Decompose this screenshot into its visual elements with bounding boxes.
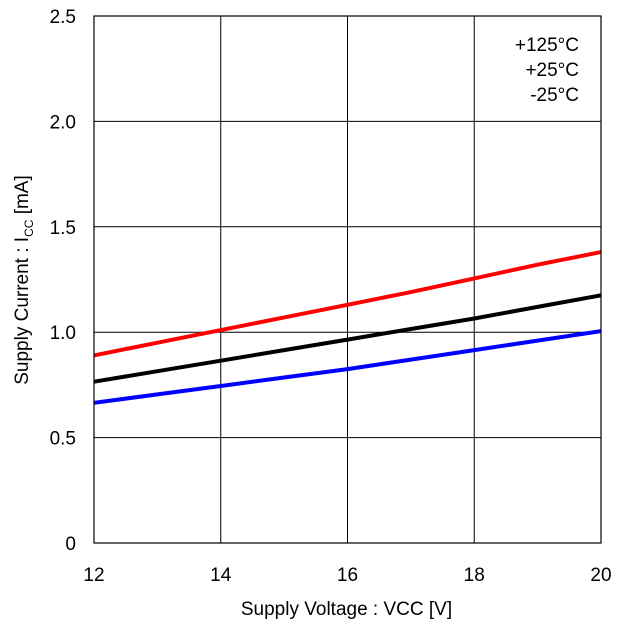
legend: +125°C +25°C -25°C — [515, 35, 579, 106]
legend-entry: +25°C — [525, 60, 579, 81]
x-tick-labels: 12 14 16 18 20 — [83, 565, 611, 586]
grid-lines — [94, 16, 601, 543]
y-tick-labels: 0 0.5 1.0 1.5 2.0 2.5 — [50, 7, 76, 555]
legend-entry: -25°C — [530, 85, 579, 106]
y-tick-label: 2.0 — [50, 112, 76, 133]
x-axis-label: Supply Voltage : VCC [V] — [241, 599, 452, 620]
y-tick-label: 1.0 — [50, 323, 76, 344]
y-tick-label: 1.5 — [50, 218, 76, 239]
x-tick-label: 16 — [337, 565, 358, 586]
y-tick-label: 0.5 — [50, 429, 76, 450]
legend-entry: +125°C — [515, 35, 579, 56]
x-tick-label: 12 — [83, 565, 104, 586]
y-axis-label-suffix: [mA] — [12, 175, 33, 219]
y-tick-label: 0 — [65, 534, 76, 555]
x-tick-label: 14 — [210, 565, 232, 586]
x-tick-label: 20 — [590, 565, 611, 586]
y-axis-label-subscript: CC — [22, 219, 36, 237]
y-axis-label-prefix: Supply Current : I — [12, 237, 33, 385]
x-tick-label: 18 — [464, 565, 485, 586]
y-axis-label: Supply Current : ICC [mA] — [12, 175, 36, 385]
y-tick-label: 2.5 — [50, 7, 76, 28]
